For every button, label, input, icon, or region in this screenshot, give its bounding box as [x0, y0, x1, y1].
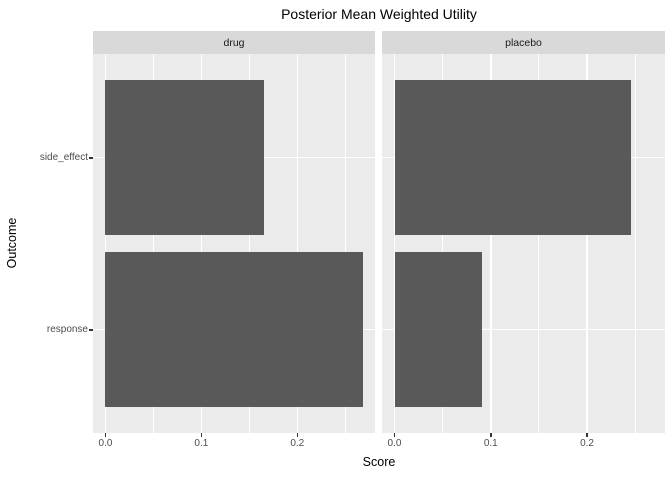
facet-placebo: placebo 0.0 0.1 0.2 [382, 31, 665, 449]
facet-strip-placebo: placebo [382, 31, 665, 54]
y-tick-label-response: response [46, 324, 88, 335]
y-axis-tick [89, 329, 93, 331]
gridline-major-v [393, 54, 396, 433]
y-tick-label-side-effect: side_effect [39, 152, 88, 163]
facet-panel-drug [93, 54, 375, 433]
x-tick-label: 0.0 [98, 438, 113, 449]
gridline-minor-v [442, 54, 444, 433]
gridline-minor-v [152, 54, 154, 433]
facet-drug: drug 0.0 0.1 0.2 [93, 31, 375, 449]
gridline-minor-v [344, 54, 346, 433]
gridline-major-v [200, 54, 203, 433]
x-axis-tick [296, 433, 299, 437]
bar-drug-side_effect [105, 79, 264, 235]
x-axis-tick [393, 433, 396, 437]
x-tick-label: 0.1 [483, 438, 498, 449]
facet-strip-placebo-label: placebo [505, 36, 542, 49]
gridline-major-v [586, 54, 588, 433]
x-axis-tick [586, 433, 588, 437]
x-tick-label: 0.0 [387, 438, 402, 449]
x-axis-tick [200, 433, 203, 437]
gridline-major-v [296, 54, 299, 433]
x-tick-label: 0.2 [580, 438, 594, 449]
x-axis-tick [490, 433, 492, 437]
gridline-minor-v [538, 54, 540, 433]
x-axis-tick [104, 433, 107, 437]
x-tick-label: 0.1 [194, 438, 209, 449]
y-axis-tick [89, 157, 93, 159]
bar-drug-response [105, 252, 363, 408]
facet-strip-drug-label: drug [223, 36, 245, 49]
y-axis-title: Outcome [5, 217, 19, 269]
bar-placebo-side_effect [394, 79, 632, 235]
gridline-minor-v [634, 54, 636, 433]
gridline-minor-v [248, 54, 250, 433]
bar-placebo-response [394, 252, 483, 408]
x-tick-label: 0.2 [290, 438, 305, 449]
facet-panel-placebo [382, 54, 665, 433]
gridline-major-v [490, 54, 492, 433]
gridline-major-h [382, 328, 665, 331]
facet-strip-drug: drug [93, 31, 375, 54]
gridline-major-v [104, 54, 107, 433]
plot-title: Posterior Mean Weighted Utility [281, 6, 477, 22]
x-axis-title: Score [362, 455, 396, 469]
